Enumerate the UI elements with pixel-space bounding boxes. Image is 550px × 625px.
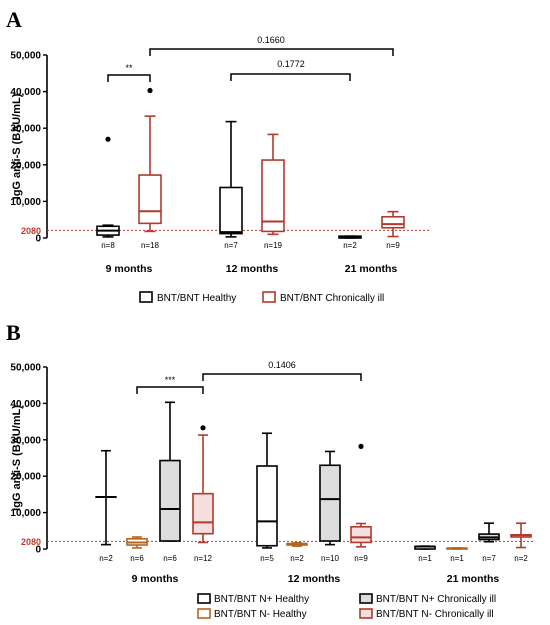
panel-b-y-tick-label: 40,000 <box>10 399 41 410</box>
panel-a-group-label: 12 months <box>226 263 279 275</box>
panel-a-legend-label: BNT/BNT Chronically ill <box>280 293 384 304</box>
panel-b-n-label: n=2 <box>99 554 113 563</box>
panel-b-n-label: n=7 <box>482 554 496 563</box>
panel-a-letter: A <box>6 7 22 32</box>
panel-a-n-label: n=9 <box>386 241 400 250</box>
panel-b-box <box>192 492 214 535</box>
panel-a-group-label: 21 months <box>345 263 398 275</box>
panel-a-reference-label: 2080 <box>21 226 41 236</box>
panel-b-y-tick-label: 10,000 <box>10 508 41 519</box>
panel-b-box <box>256 465 278 547</box>
panel-a-group-label: 9 months <box>106 263 153 275</box>
panel-b-legend-swatch <box>197 608 211 619</box>
panel-a-box <box>219 186 243 235</box>
panel-a-n-label: n=8 <box>101 241 115 250</box>
panel-b-n-label: n=9 <box>354 554 368 563</box>
panel-b-y-tick-label: 30,000 <box>10 435 41 446</box>
panel-a-n-label: n=19 <box>264 241 283 250</box>
panel-b-n-label: n=12 <box>194 554 213 563</box>
panel-b-y-tick-label: 0 <box>35 545 41 556</box>
panel-b-outlier-point <box>358 443 364 449</box>
panel-a-y-axis-title: IgG anti-S (BAU/mL) <box>11 93 23 199</box>
panel-a-y-tick-label: 50,000 <box>10 51 41 62</box>
panel-b-n-label: n=6 <box>163 554 177 563</box>
panel-b-group-label: 21 months <box>447 573 500 585</box>
panel-b-group-label: 12 months <box>288 573 341 585</box>
panel-b-legend-swatch <box>197 593 211 604</box>
panel-b-comparison-bracket <box>202 373 362 381</box>
panel-a-outlier-point <box>105 136 111 142</box>
panel-b-y-tick-label: 20,000 <box>10 472 41 483</box>
panel-a-legend-label: BNT/BNT Healthy <box>157 293 236 304</box>
panel-b-legend-swatch <box>359 608 373 619</box>
panel-a-y-tick-label: 30,000 <box>10 124 41 135</box>
panel-b-box <box>159 459 181 542</box>
panel-a-n-label: n=18 <box>141 241 160 250</box>
panel-b-comparison-label: *** <box>165 375 176 385</box>
panel-a-n-label: n=2 <box>343 241 357 250</box>
panel-a-comparison-label: 0.1772 <box>277 59 305 69</box>
panel-b-n-label: n=1 <box>450 554 464 563</box>
panel-a-y-tick-label: 40,000 <box>10 87 41 98</box>
panel-b-comparison-bracket <box>136 386 204 394</box>
panel-a-legend-swatch <box>262 291 276 303</box>
panel-b-n-label: n=2 <box>514 554 528 563</box>
panel-b-box <box>319 464 341 542</box>
panel-a-comparison-bracket <box>230 73 351 81</box>
panel-a-y-tick-label: 20,000 <box>10 160 41 171</box>
panel-a-y-tick-label: 0 <box>35 234 41 245</box>
panel-b-outlier-point <box>200 425 206 431</box>
panel-a-comparison-label: ** <box>125 63 133 73</box>
panel-b-n-label: n=1 <box>418 554 432 563</box>
panel-a-box <box>138 174 162 225</box>
panel-a-n-label: n=7 <box>224 241 238 250</box>
panel-b-box <box>350 525 372 544</box>
panel-b-n-label: n=2 <box>290 554 304 563</box>
panel-a-comparison-bracket <box>149 48 394 56</box>
panel-b-legend-label: BNT/BNT N- Healthy <box>214 609 307 620</box>
panel-a-legend-swatch <box>139 291 153 303</box>
panel-b-legend-label: BNT/BNT N- Chronically ill <box>376 609 494 620</box>
panel-b-n-label: n=5 <box>260 554 274 563</box>
panel-b-comparison-label: 0.1406 <box>268 360 296 370</box>
panel-b-y-axis-title: IgG anti-S (BAU/mL) <box>11 405 23 511</box>
panel-b-reference-label: 2080 <box>21 537 41 547</box>
panel-a-box <box>381 215 405 229</box>
panel-a-comparison-label: 0.1660 <box>257 35 285 45</box>
panel-a-outlier-point <box>147 87 153 94</box>
panel-b-legend-swatch <box>359 593 373 604</box>
panel-a-y-tick-label: 10,000 <box>10 197 41 208</box>
panel-b-y-tick-label: 50,000 <box>10 363 41 374</box>
panel-a-box <box>261 159 285 233</box>
panel-a-comparison-bracket <box>107 74 151 82</box>
panel-b-letter: B <box>6 320 21 345</box>
panel-b-legend-label: BNT/BNT N+ Healthy <box>214 594 309 605</box>
panel-b-n-label: n=6 <box>130 554 144 563</box>
panel-b-n-label: n=10 <box>321 554 340 563</box>
panel-b-legend-label: BNT/BNT N+ Chronically ill <box>376 594 496 605</box>
panel-b-group-label: 9 months <box>132 573 179 585</box>
